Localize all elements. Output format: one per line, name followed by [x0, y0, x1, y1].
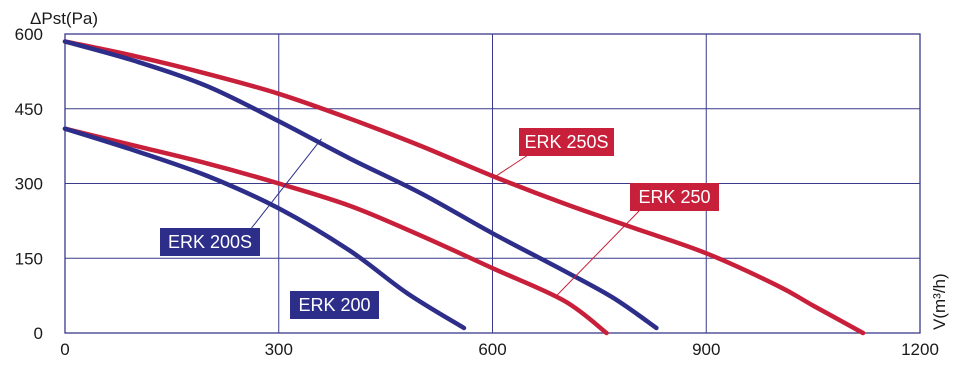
y-tick-label: 150 [15, 249, 43, 268]
x-tick-label: 300 [265, 340, 293, 359]
leader-line-erk-250s [495, 154, 529, 177]
y-tick-label: 450 [15, 100, 43, 119]
label-text-erk-200: ERK 200 [298, 295, 370, 315]
series-line-erk-200s [62, 39, 659, 331]
x-tick-label: 0 [60, 340, 69, 359]
label-box-erk-250s [519, 128, 614, 156]
label-box-erk-250 [630, 183, 719, 211]
x-axis-label: V(m³/h) [930, 273, 949, 330]
y-tick-label: 600 [15, 25, 43, 44]
label-box-erk-200s [160, 228, 260, 256]
series-lines [62, 39, 866, 336]
y-axis-ticks: 0 150 300 450 600 [15, 25, 43, 343]
series-line-erk-250 [62, 126, 609, 336]
series-line-erk-250s [62, 39, 866, 336]
series-line-erk-200 [62, 126, 467, 331]
leader-line-erk-250 [556, 209, 641, 296]
series-labels: ERK 250S ERK 250 ERK 200S ERK 200 [160, 128, 719, 319]
label-text-erk-250: ERK 250 [638, 187, 710, 207]
x-tick-label: 900 [692, 340, 720, 359]
x-axis-ticks: 0 300 600 900 1200 [60, 340, 939, 359]
grid [64, 33, 921, 334]
y-axis-label: ΔPst(Pa) [30, 9, 98, 28]
leader-line-erk-200s [249, 138, 322, 231]
label-text-erk-200s: ERK 200S [168, 232, 252, 252]
x-tick-label: 600 [478, 340, 506, 359]
label-box-erk-200 [290, 291, 379, 319]
label-text-erk-250s: ERK 250S [524, 132, 608, 152]
y-tick-label: 300 [15, 175, 43, 194]
y-tick-label: 0 [34, 324, 43, 343]
x-tick-label: 1200 [901, 340, 939, 359]
